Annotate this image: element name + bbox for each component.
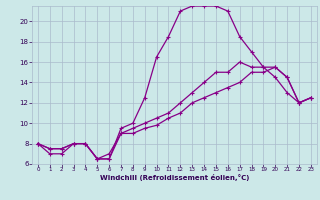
X-axis label: Windchill (Refroidissement éolien,°C): Windchill (Refroidissement éolien,°C)	[100, 174, 249, 181]
